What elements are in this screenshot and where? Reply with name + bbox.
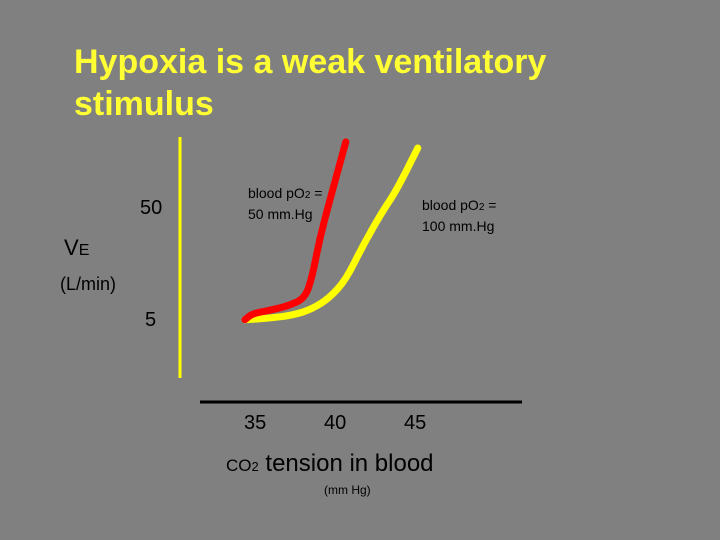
- series-label-po2-100-pre: blood pO: [422, 197, 479, 213]
- series-label-po2-100-line-1: blood pO2 =: [422, 197, 496, 213]
- y-tick-50: 50: [140, 197, 162, 219]
- curve-po2-100: [241, 144, 422, 324]
- y-tick-5: 5: [145, 309, 156, 331]
- x-axis-label: CO2 tension in blood: [226, 450, 434, 477]
- title-line-1: Hypoxia is a weak ventilatory: [74, 43, 547, 81]
- series-label-po2-100-line-2: 100 mm.Hg: [422, 218, 494, 234]
- x-axis-unit: (mm Hg): [324, 483, 371, 497]
- y-axis-label: VE: [64, 235, 89, 260]
- series-label-po2-50-line-1: blood pO2 =: [248, 185, 322, 201]
- title-line-2: stimulus: [74, 85, 214, 123]
- series-label-po2-50-post: =: [310, 185, 322, 201]
- x-label-prefix: CO: [226, 456, 252, 475]
- series-label-po2-50-sub: 2: [305, 190, 311, 201]
- series-label-po2-50-line-2: 50 mm.Hg: [248, 206, 313, 222]
- series-label-po2-100-post: =: [484, 197, 496, 213]
- y-label-sub: E: [79, 242, 90, 259]
- x-tick-45: 45: [404, 412, 426, 434]
- x-label-sub: 2: [252, 459, 259, 474]
- curve-po2-50: [241, 138, 350, 324]
- y-axis-unit: (L/min): [60, 274, 116, 294]
- x-tick-40: 40: [324, 412, 346, 434]
- series-label-po2-50-pre: blood pO: [248, 185, 305, 201]
- series-label-po2-100-sub: 2: [479, 202, 485, 213]
- plot-area: [241, 138, 422, 324]
- x-label-rest: tension in blood: [259, 450, 434, 477]
- x-tick-35: 35: [244, 412, 266, 434]
- y-label-main: V: [64, 235, 79, 260]
